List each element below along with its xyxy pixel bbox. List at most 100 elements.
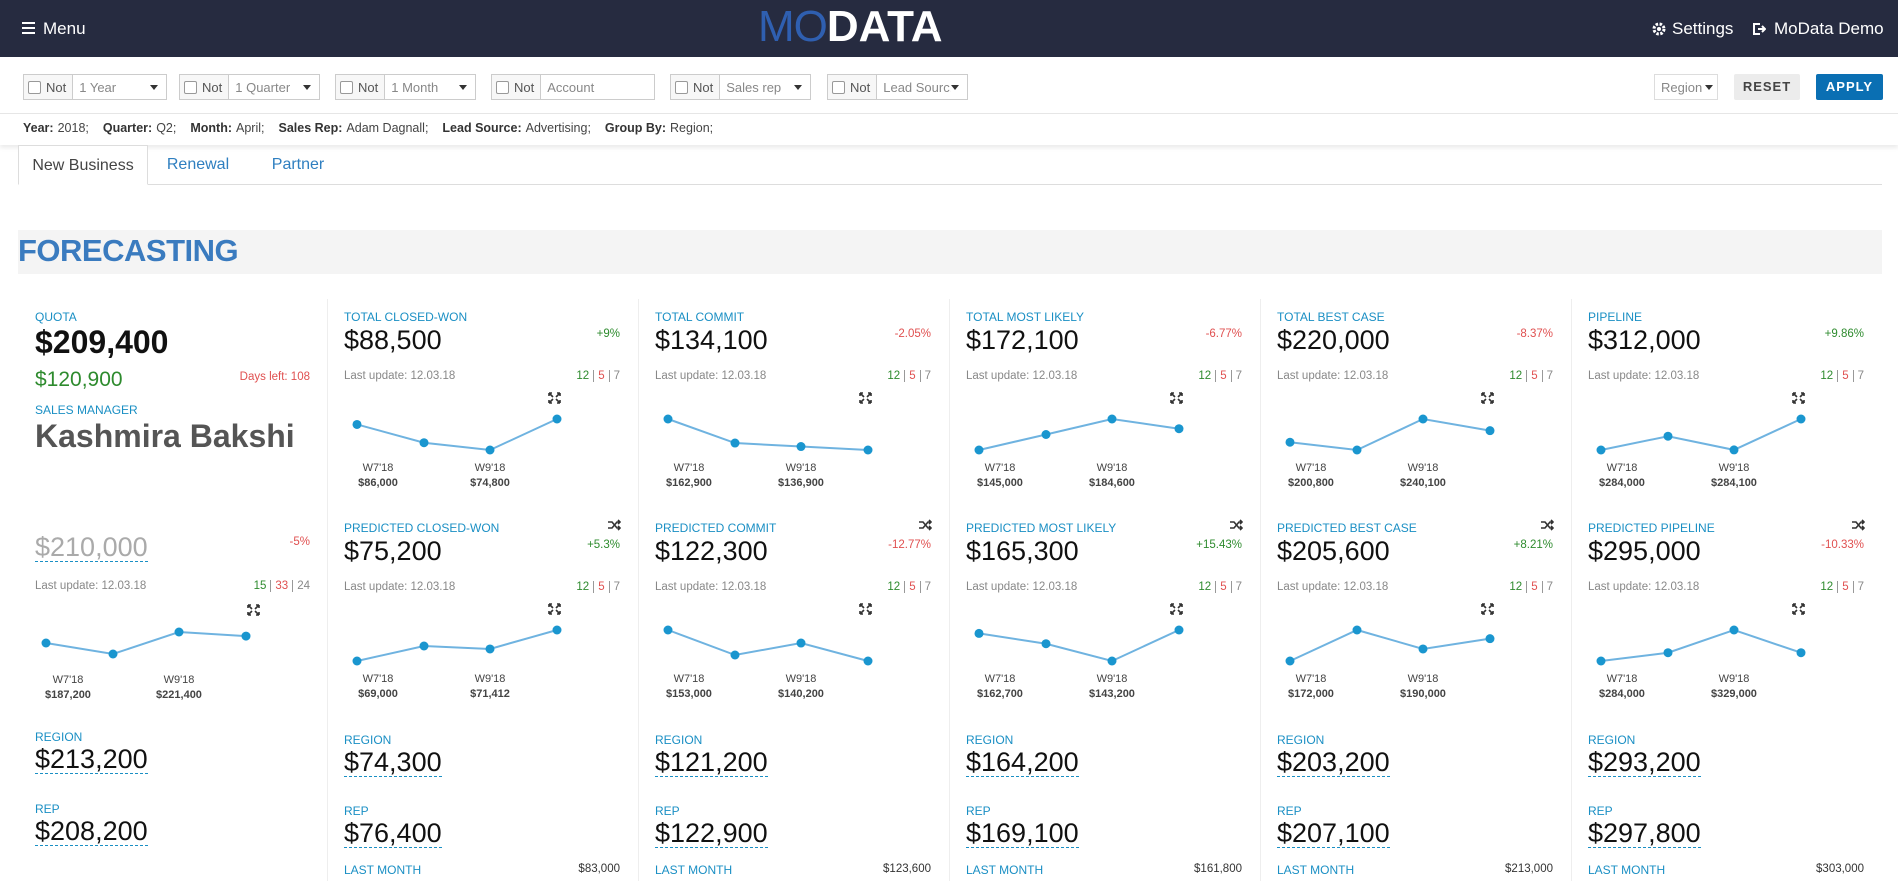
icon-shape (859, 603, 872, 615)
last-month-value: $213,000 (1505, 863, 1553, 875)
trend-week: W9'18 (1096, 462, 1128, 474)
not-label: Not (850, 79, 871, 95)
not-label: Not (358, 79, 379, 95)
shuffle-icon[interactable] (1541, 519, 1554, 531)
not-toggle[interactable]: Not (671, 75, 721, 99)
counts: 12 5 7 (887, 370, 931, 382)
expand-icon[interactable] (1481, 603, 1494, 615)
count: 12 (576, 370, 590, 382)
caret (951, 84, 959, 90)
summary-key: Group By: (604, 121, 667, 135)
filter[interactable]: Not 1 Quarter (179, 74, 320, 100)
icon-shape (1852, 519, 1865, 531)
checkbox[interactable] (28, 80, 41, 94)
trend-point (796, 638, 806, 648)
metric-label: PREDICTED MOST LIKELY (966, 521, 1117, 535)
rep-value: $208,200 (35, 816, 148, 847)
count: 5 (1215, 370, 1231, 382)
region-value: $74,300 (344, 747, 442, 778)
trend-value: $221,400 (156, 689, 202, 701)
last-month-label: LAST MONTH (1588, 863, 1666, 877)
trend-value: $136,900 (778, 477, 824, 489)
shuffle-icon[interactable] (608, 519, 621, 531)
not-toggle[interactable]: Not (24, 75, 74, 99)
checkbox[interactable] (184, 80, 197, 94)
icon-shape (1792, 603, 1805, 615)
not-toggle[interactable]: Not (180, 75, 230, 99)
expand-icon[interactable] (548, 603, 561, 615)
expand-icon[interactable] (1792, 392, 1805, 404)
counts: 12 5 7 (1198, 581, 1242, 593)
count: 12 (1820, 370, 1834, 382)
user[interactable]: MoData Demo (1774, 19, 1884, 38)
tab[interactable]: New Business (18, 145, 148, 185)
group-select[interactable]: Region (1654, 74, 1718, 100)
checkbox[interactable] (496, 80, 509, 94)
filter[interactable]: Not Lead Sourc.. (827, 74, 968, 100)
tab[interactable]: Renewal (166, 156, 230, 173)
caret (794, 84, 802, 90)
expand-icon[interactable] (548, 392, 561, 404)
filter[interactable]: Not Sales rep (670, 74, 811, 100)
expand-icon[interactable] (1792, 603, 1805, 615)
expand-icon[interactable] (859, 392, 872, 404)
rep-value: $122,900 (655, 818, 768, 849)
logo[interactable]: MODATA (758, 2, 943, 52)
column-divider (638, 299, 639, 881)
menu-icon[interactable] (22, 22, 35, 34)
trend-week: W9'18 (1407, 462, 1439, 474)
trend-line (1600, 418, 1802, 451)
trend-point (1107, 414, 1117, 424)
column-divider (949, 299, 950, 881)
summary-value: Q2; (156, 121, 177, 135)
trend-value: $162,700 (977, 688, 1023, 700)
not-toggle[interactable]: Not (828, 75, 878, 99)
shuffle-icon[interactable] (919, 519, 932, 531)
not-toggle[interactable]: Not (336, 75, 386, 99)
menu[interactable]: Menu (43, 19, 86, 38)
trend-week: W9'18 (1407, 673, 1439, 685)
counts: 12 5 7 (1509, 581, 1553, 593)
trend-point (796, 442, 806, 452)
trend-point (974, 445, 984, 455)
trend-value: $187,200 (45, 689, 91, 701)
filter-bar (0, 57, 1898, 114)
trend-line (1289, 417, 1491, 452)
sparkline (663, 414, 873, 455)
tab[interactable]: Partner (271, 156, 325, 173)
apply-button[interactable]: APPLY (1816, 74, 1883, 100)
quota-value: $209,400 (35, 324, 169, 360)
checkbox[interactable] (832, 80, 845, 94)
filter[interactable]: Not 1 Year (23, 74, 167, 100)
expand-icon[interactable] (1481, 392, 1494, 404)
trend-point (663, 625, 673, 635)
count: 12 (1198, 370, 1212, 382)
trend-value: $284,100 (1711, 477, 1757, 489)
filter[interactable]: Not 1 Month (335, 74, 476, 100)
not-toggle[interactable]: Not (492, 75, 542, 99)
shuffle-icon[interactable] (1852, 519, 1865, 531)
expand-icon[interactable] (1170, 603, 1183, 615)
trend-week: W7'18 (1606, 673, 1638, 685)
trend-value: $153,000 (666, 688, 712, 700)
counts: 12 5 7 (1509, 370, 1553, 382)
region-value: $121,200 (655, 747, 768, 778)
summary-value: April; (236, 121, 265, 135)
reset-button[interactable]: RESET (1734, 74, 1800, 100)
expand-icon[interactable] (247, 604, 260, 616)
trend-value: $240,100 (1400, 477, 1446, 489)
checkbox[interactable] (675, 80, 688, 94)
count: 5 (904, 581, 920, 593)
summary-value: Region; (670, 121, 714, 135)
last-update: Last update: 12.03.18 (655, 370, 767, 382)
expand-icon[interactable] (1170, 392, 1183, 404)
last-month-value: $123,600 (883, 863, 931, 875)
region-label: REGION (344, 733, 392, 747)
summary-item: Sales Rep: Adam Dagnall; (279, 121, 429, 135)
expand-icon[interactable] (859, 603, 872, 615)
settings[interactable]: Settings (1672, 19, 1734, 38)
checkbox[interactable] (340, 80, 353, 94)
trend-point (485, 445, 495, 455)
filter[interactable]: Not Account (491, 74, 655, 100)
shuffle-icon[interactable] (1230, 519, 1243, 531)
